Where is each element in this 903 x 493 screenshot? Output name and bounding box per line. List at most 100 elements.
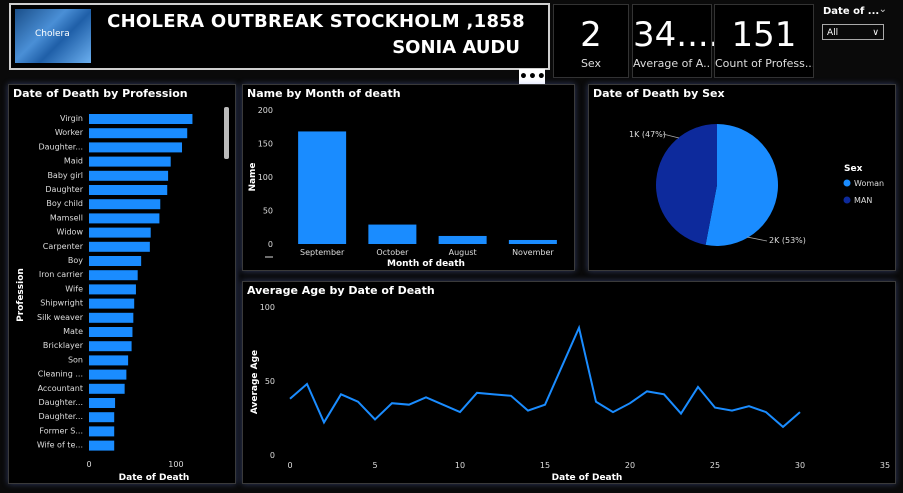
kpi-value: 34.... (633, 15, 720, 55)
category-label: Daughter (45, 185, 83, 194)
cholera-logo-image: Cholera (15, 9, 91, 63)
y-tick-label: 50 (263, 207, 273, 216)
series-line (289, 324, 801, 429)
y-axis-title: Name (248, 162, 258, 191)
category-label: Daughter... (38, 142, 83, 151)
category-label: Boy (68, 256, 83, 265)
category-label: October (376, 248, 409, 257)
x-tick-label: 35 (880, 461, 890, 470)
bar (89, 440, 115, 451)
category-label: Mate (63, 327, 83, 336)
category-label: Shipwright (40, 299, 83, 308)
pie-slice (656, 124, 717, 245)
category-label: Son (68, 355, 83, 364)
category-label: Accountant (38, 384, 83, 393)
x-tick-label: 15 (540, 461, 550, 470)
bar (89, 199, 161, 210)
data-label: 1K (47%) (629, 130, 666, 139)
date-slicer[interactable]: Date of ... ⌄ All ∨ (817, 0, 891, 66)
category-label: September (300, 248, 345, 257)
category-label: November (512, 248, 554, 257)
leader-line (746, 236, 768, 242)
profession-chart-panel[interactable]: Date of Death by Profession Virgin Worker… (8, 84, 236, 484)
bar (89, 170, 169, 181)
leader-line (662, 133, 680, 139)
x-tick-label: 20 (625, 461, 635, 470)
chart-title: Average Age by Date of Death (247, 284, 435, 297)
category-label: Bricklayer (43, 341, 84, 350)
y-tick-label: 100 (260, 303, 275, 312)
kpi-label: Sex (580, 57, 602, 70)
legend-marker (843, 179, 851, 187)
bar (89, 156, 171, 167)
chevron-down-icon[interactable]: ⌄ (878, 4, 887, 15)
x-tick-label: 25 (710, 461, 720, 470)
y-tick-label: 0 (268, 240, 273, 249)
kpi-value: 151 (731, 15, 797, 55)
chart-title: Name by Month of death (247, 87, 401, 100)
category-label: Maid (64, 157, 83, 166)
sex-pie-chart[interactable]: 2K (53%) 1K (47%) Sex Woman MAN (589, 85, 895, 270)
bar (438, 235, 487, 244)
x-tick-label: 30 (795, 461, 805, 470)
legend-marker (843, 196, 851, 204)
category-label: Daughter... (38, 412, 83, 421)
profession-bar-chart[interactable]: Virgin Worker Daughter... Maid Baby girl Daug… (9, 85, 235, 483)
bar (89, 298, 135, 309)
bar (89, 256, 142, 266)
sex-chart-panel[interactable]: Date of Death by Sex 2K (53%) 1K (47%) Sex… (588, 84, 896, 271)
bar (89, 284, 136, 295)
bar (89, 398, 116, 408)
bar (89, 227, 151, 238)
month-chart-panel[interactable]: Name by Month of death 0 50 100 150 200 Septe… (242, 84, 575, 271)
category-label: Former S... (39, 426, 83, 435)
logo-caption: Cholera (35, 29, 70, 39)
kpi-card-sex[interactable]: 2 Sex (553, 4, 629, 78)
bar (89, 241, 150, 252)
category-label: Cleaning ... (38, 370, 83, 379)
legend-label: Woman (854, 179, 884, 188)
bar (368, 224, 417, 244)
age-chart-panel[interactable]: Average Age by Date of Death 0 50 100 0 5 10 1… (242, 281, 896, 484)
category-label: Silk weaver (37, 313, 84, 322)
category-label: Widow (57, 228, 84, 237)
slicer-title: Date of ... (823, 6, 880, 17)
kpi-value: 2 (580, 15, 602, 55)
x-tick-label: 100 (168, 460, 183, 469)
bar (89, 270, 138, 281)
category-label: Daughter... (38, 398, 83, 407)
x-axis-title: Date of Death (119, 473, 190, 483)
category-label: Virgin (60, 114, 83, 123)
month-bar-chart[interactable]: 0 50 100 150 200 September October August Novemb… (243, 85, 574, 270)
bar (89, 355, 129, 366)
bar (89, 341, 132, 352)
x-tick-label: 5 (372, 461, 377, 470)
pie-slice (705, 124, 778, 247)
x-axis-title: Date of Death (552, 473, 623, 483)
chart-title: Date of Death by Sex (593, 87, 725, 100)
bar (89, 142, 183, 153)
y-axis-title: Average Age (250, 350, 260, 414)
category-label: Worker (55, 128, 84, 137)
slicer-dropdown[interactable]: All ∨ (822, 24, 884, 40)
slicer-selected-value: All (827, 28, 839, 38)
legend-title: Sex (844, 164, 863, 174)
category-label: Wife (65, 284, 83, 293)
data-label: 2K (53%) (769, 236, 806, 245)
bar (89, 114, 193, 124)
kpi-card-count-profession[interactable]: 151 Count of Profess... (714, 4, 814, 78)
bar (89, 213, 160, 224)
y-tick-label: 100 (258, 173, 273, 182)
scrollbar-thumb (224, 107, 229, 159)
category-label: Baby girl (47, 171, 83, 180)
bar (89, 128, 188, 139)
bar (89, 185, 168, 195)
bar (508, 239, 557, 244)
x-axis-title: Month of death (387, 259, 465, 269)
y-tick-label: 50 (265, 377, 275, 386)
kpi-card-average-age[interactable]: 34.... Average of A... (632, 4, 720, 78)
dropdown-arrow-icon: ∨ (872, 28, 879, 38)
category-label: Boy child (46, 199, 83, 208)
y-tick-label: 200 (258, 106, 273, 115)
